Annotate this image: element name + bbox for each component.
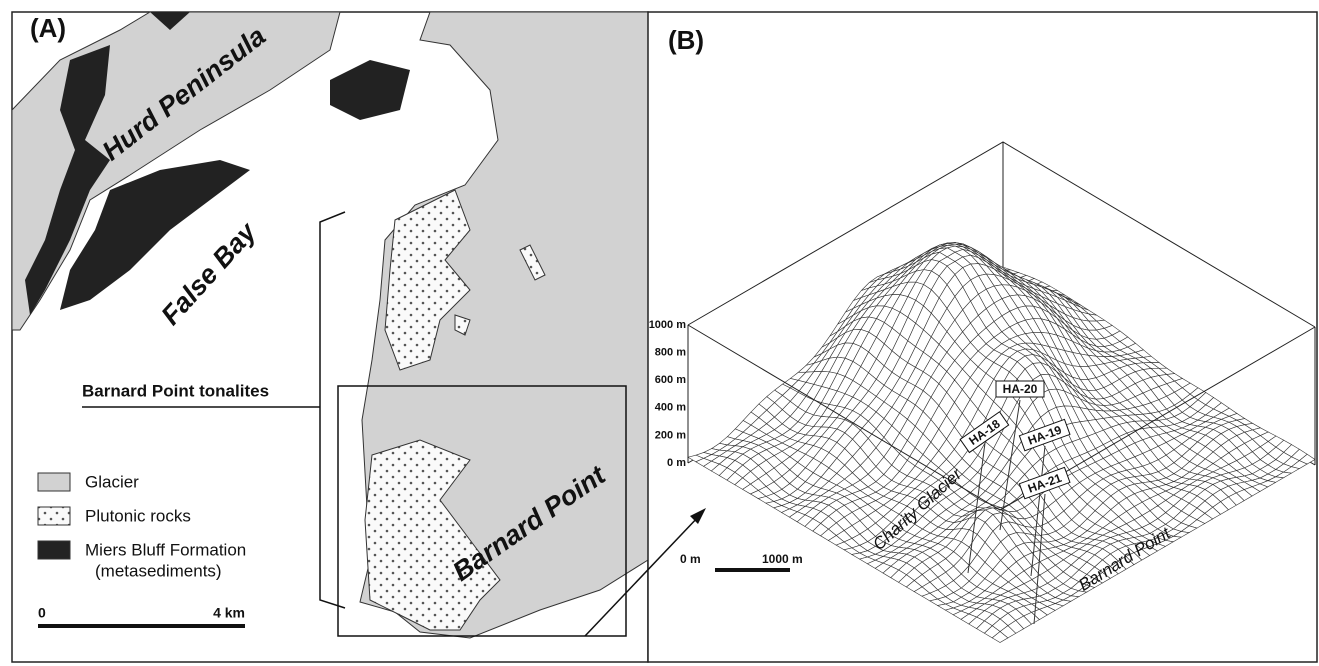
legend-label: Miers Bluff Formation (85, 540, 246, 559)
panel-label: (A) (30, 13, 66, 43)
sample-marker: HA-20 (996, 381, 1044, 397)
scale-label: 4 km (213, 605, 245, 621)
panel-a: (A) Hurd Peninsula False Bay Barnard Poi… (12, 12, 648, 662)
scale-label: 0 m (680, 552, 701, 566)
figure: (A) Hurd Peninsula False Bay Barnard Poi… (0, 0, 1319, 666)
legend-label: Glacier (85, 472, 139, 491)
elevation-label: 400 m (655, 402, 686, 414)
elevation-label: 600 m (655, 374, 686, 386)
elevation-label: 800 m (655, 347, 686, 359)
legend-swatch (38, 541, 70, 559)
legend-label: Plutonic rocks (85, 506, 191, 525)
legend-note: (metasediments) (95, 561, 222, 580)
sample-label: HA-20 (1003, 382, 1038, 396)
scale-label: 1000 m (762, 552, 803, 566)
callout-label: Barnard Point tonalites (82, 381, 269, 400)
legend-swatch (38, 473, 70, 491)
legend-swatch (38, 507, 70, 525)
panel-label: (B) (668, 25, 704, 55)
elevation-label: 1000 m (649, 319, 687, 331)
elevation-label: 0 m (667, 457, 686, 469)
elevation-label: 200 m (655, 429, 686, 441)
scale-label: 0 (38, 605, 46, 621)
